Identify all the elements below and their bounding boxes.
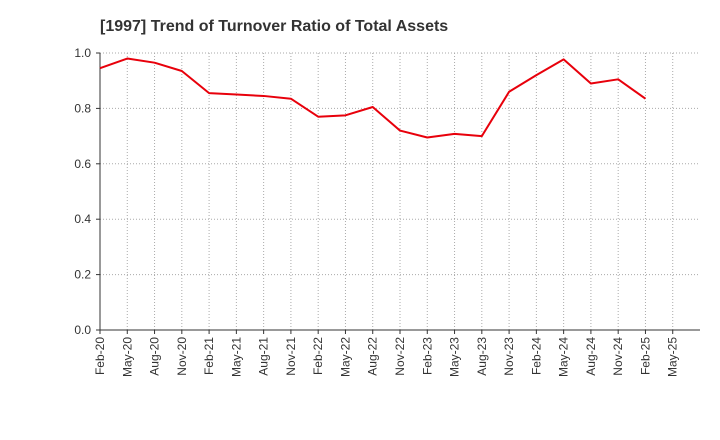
x-tick-label: Feb-24 bbox=[529, 337, 543, 375]
y-tick-label: 0.4 bbox=[74, 212, 91, 226]
x-tick-label: Nov-22 bbox=[393, 337, 407, 376]
y-tick-label: 0.2 bbox=[74, 268, 91, 282]
y-tick-label: 0.0 bbox=[74, 323, 91, 337]
x-tick-labels: Feb-20 May-20 Aug-20 Nov-20 Feb-21 May-21 Aug-… bbox=[93, 337, 680, 377]
grid-lines bbox=[100, 52, 700, 330]
y-tick-labels: 0.0 0.2 0.4 0.6 0.8 1.0 bbox=[74, 46, 91, 337]
y-tick-label: 0.6 bbox=[74, 157, 91, 171]
x-tick-label: Nov-24 bbox=[611, 337, 625, 376]
x-tick-label: Aug-22 bbox=[366, 337, 380, 376]
y-tick-label: 1.0 bbox=[74, 46, 91, 60]
x-tick-label: May-23 bbox=[448, 337, 462, 377]
x-tick-label: Aug-20 bbox=[148, 337, 162, 376]
x-tick-label: Feb-22 bbox=[311, 337, 325, 375]
x-tick-label: Nov-21 bbox=[284, 337, 298, 376]
x-tick-label: Feb-25 bbox=[638, 337, 652, 375]
x-tick-label: May-21 bbox=[229, 337, 243, 377]
x-tick-label: Feb-23 bbox=[420, 337, 434, 375]
axes bbox=[96, 52, 700, 334]
y-tick-label: 0.8 bbox=[74, 101, 91, 115]
chart-title: [1997] Trend of Turnover Ratio of Total … bbox=[100, 18, 448, 35]
x-tick-label: Aug-21 bbox=[257, 337, 271, 376]
x-tick-label: Feb-20 bbox=[93, 337, 107, 375]
x-tick-label: Feb-21 bbox=[202, 337, 216, 375]
series-layer bbox=[99, 57, 647, 139]
x-tick-label: Nov-23 bbox=[502, 337, 516, 376]
x-tick-label: May-25 bbox=[666, 337, 680, 377]
x-tick-label: Aug-24 bbox=[584, 337, 598, 376]
x-tick-label: May-20 bbox=[120, 337, 134, 377]
x-tick-label: May-22 bbox=[338, 337, 352, 377]
x-tick-label: Nov-20 bbox=[175, 337, 189, 376]
series-line bbox=[99, 57, 647, 139]
x-tick-label: Aug-23 bbox=[475, 337, 489, 376]
x-tick-label: May-24 bbox=[557, 337, 571, 377]
